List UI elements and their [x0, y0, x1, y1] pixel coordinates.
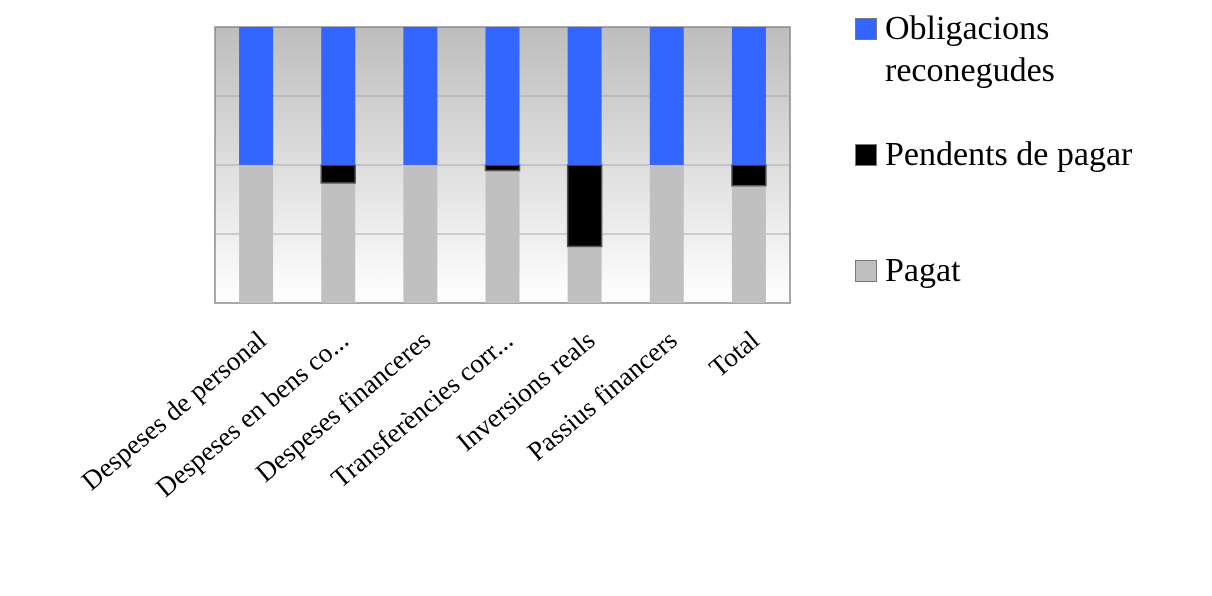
bar-segment-pagat-1 — [321, 182, 356, 303]
bars — [239, 27, 767, 303]
legend-item-obligacions: Obligacions reconegudes — [855, 8, 1205, 92]
legend-item-pendents: Pendents de pagar — [855, 134, 1205, 176]
legend-item-pagat: Pagat — [855, 250, 1205, 292]
legend-label: Pagat — [885, 252, 961, 289]
legend-swatch-blue — [855, 18, 877, 40]
bar-segment-obligacions-5 — [649, 27, 684, 165]
bar-segment-obligacions-0 — [239, 27, 274, 165]
bar-segment-pagat-6 — [731, 185, 766, 303]
bar-segment-obligacions-2 — [403, 27, 438, 165]
x-tick-label: Inversions reals — [451, 325, 601, 457]
bar-segment-obligacions-3 — [485, 27, 520, 165]
legend-label: Obligacions reconegudes — [885, 10, 1055, 89]
bar-segment-pagat-3 — [485, 170, 520, 303]
bar-segment-pagat-4 — [567, 246, 602, 303]
bar-segment-obligacions-6 — [731, 27, 766, 165]
x-tick-label: Passius financers — [521, 325, 682, 467]
bar-segment-pagat-0 — [239, 165, 274, 303]
bar-segment-pagat-5 — [649, 165, 684, 303]
bar-segment-pendents-4 — [566, 164, 603, 248]
legend-swatch-gray — [855, 260, 877, 282]
bar-segment-obligacions-1 — [321, 27, 356, 165]
x-tick-label: Total — [703, 325, 764, 383]
bar-segment-pendents-1 — [320, 164, 356, 184]
legend-swatch-black — [855, 144, 877, 166]
bar-segment-obligacions-4 — [567, 27, 602, 165]
bar-segment-pagat-2 — [403, 165, 438, 303]
legend-label: Pendents de pagar — [885, 136, 1133, 173]
bar-segment-pendents-3 — [484, 164, 521, 172]
bar-segment-pendents-6 — [731, 164, 767, 187]
